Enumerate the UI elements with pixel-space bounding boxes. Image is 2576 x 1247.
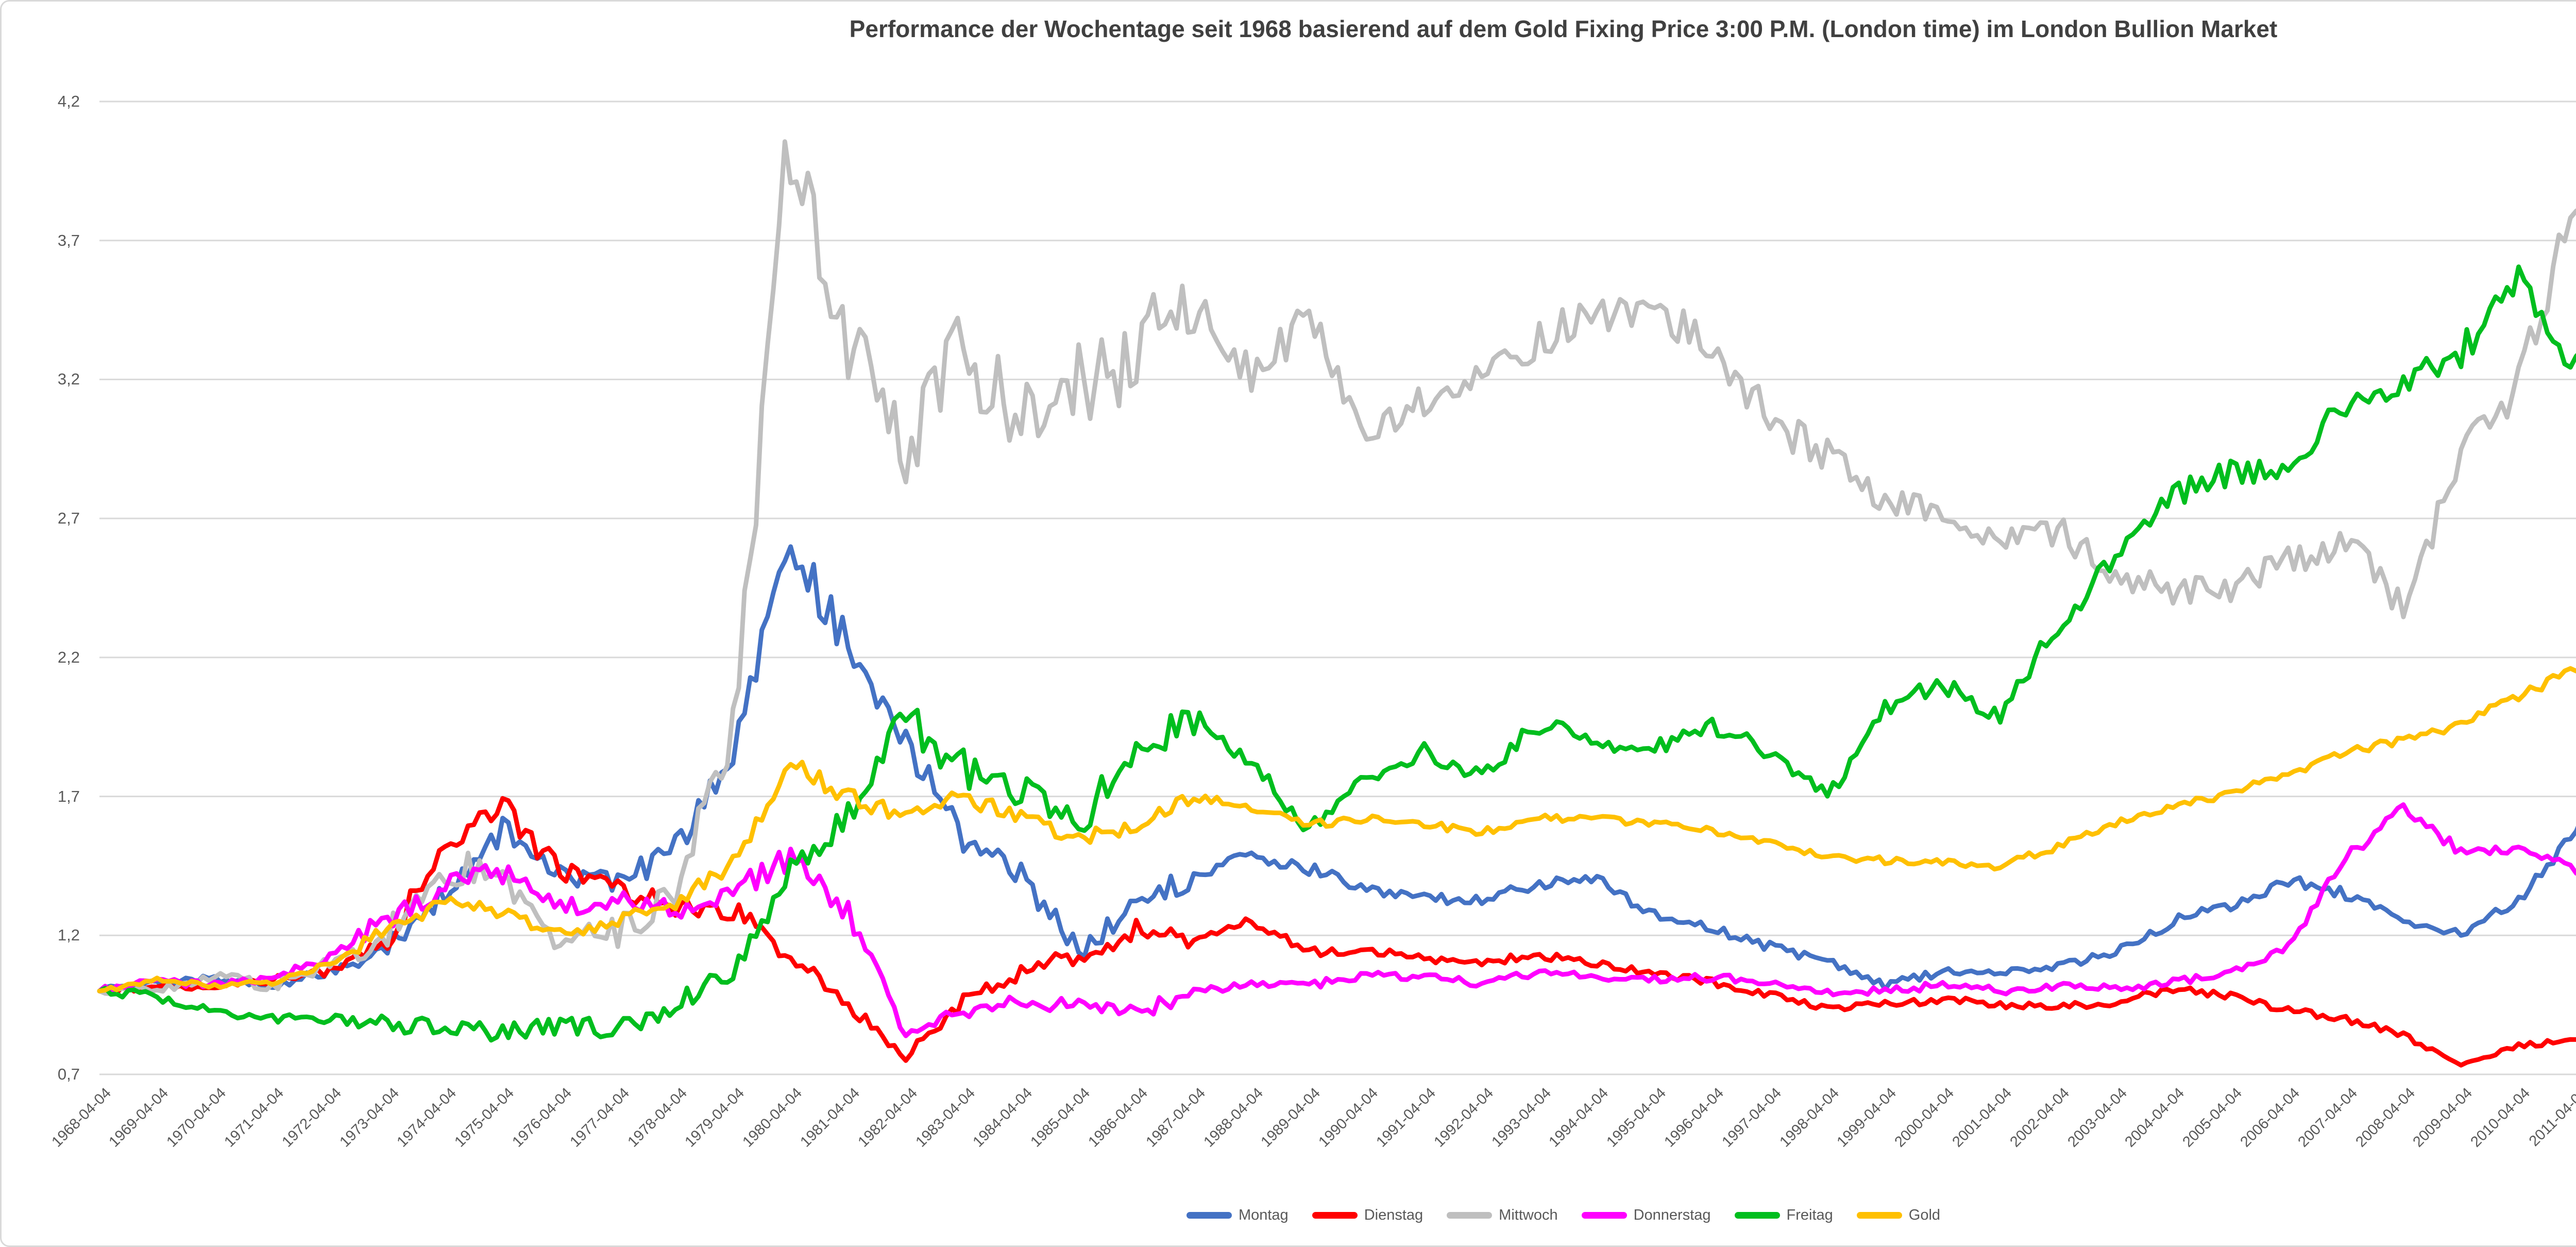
legend-label: Freitag xyxy=(1786,1206,1833,1223)
legend-label: Mittwoch xyxy=(1499,1206,1558,1223)
series-line-mittwoch xyxy=(97,139,2576,996)
y-tick-label: 3,7 xyxy=(57,231,80,249)
legend-marker-icon xyxy=(1186,1211,1232,1219)
legend-label: Dienstag xyxy=(1364,1206,1423,1223)
legend-marker-icon xyxy=(1447,1211,1493,1219)
series-line-montag xyxy=(97,544,2576,993)
legend-label: Montag xyxy=(1238,1206,1289,1223)
legend-label: Donnerstag xyxy=(1633,1206,1711,1223)
legend-item-freitag[interactable]: Freitag xyxy=(1734,1206,1833,1224)
legend-marker-icon xyxy=(1581,1211,1627,1219)
series-line-gold xyxy=(97,666,2576,993)
legend-marker-icon xyxy=(1856,1211,1902,1219)
legend-item-donnerstag[interactable]: Donnerstag xyxy=(1581,1206,1711,1224)
legend-marker-icon xyxy=(1734,1211,1780,1219)
legend: Montag Dienstag Mittwoch Donnerstag Freitag G… xyxy=(2,1197,2576,1233)
legend-label: Gold xyxy=(1908,1206,1941,1223)
legend-item-dienstag[interactable]: Dienstag xyxy=(1312,1207,1423,1224)
y-tick-label: 1,2 xyxy=(57,926,80,945)
chart-title: Performance der Wochentage seit 1968 bas… xyxy=(849,15,2278,42)
legend-item-mittwoch[interactable]: Mittwoch xyxy=(1447,1206,1558,1224)
y-tick-label: 2,2 xyxy=(57,648,80,666)
legend-marker-icon xyxy=(1312,1211,1358,1219)
series-line-donnerstag xyxy=(97,802,2576,1038)
legend-item-gold[interactable]: Gold xyxy=(1856,1206,1941,1224)
y-tick-label: 1,7 xyxy=(57,787,80,805)
series-line-dienstag xyxy=(97,796,2576,1068)
y-tick-label: 2,7 xyxy=(57,509,80,528)
y-tick-label: 0,7 xyxy=(57,1065,80,1083)
legend-item-montag[interactable]: Montag xyxy=(1186,1206,1289,1224)
series-line-freitag xyxy=(97,264,2576,1043)
y-tick-label: 4,2 xyxy=(57,92,80,110)
y-tick-label: 3,2 xyxy=(57,370,80,389)
